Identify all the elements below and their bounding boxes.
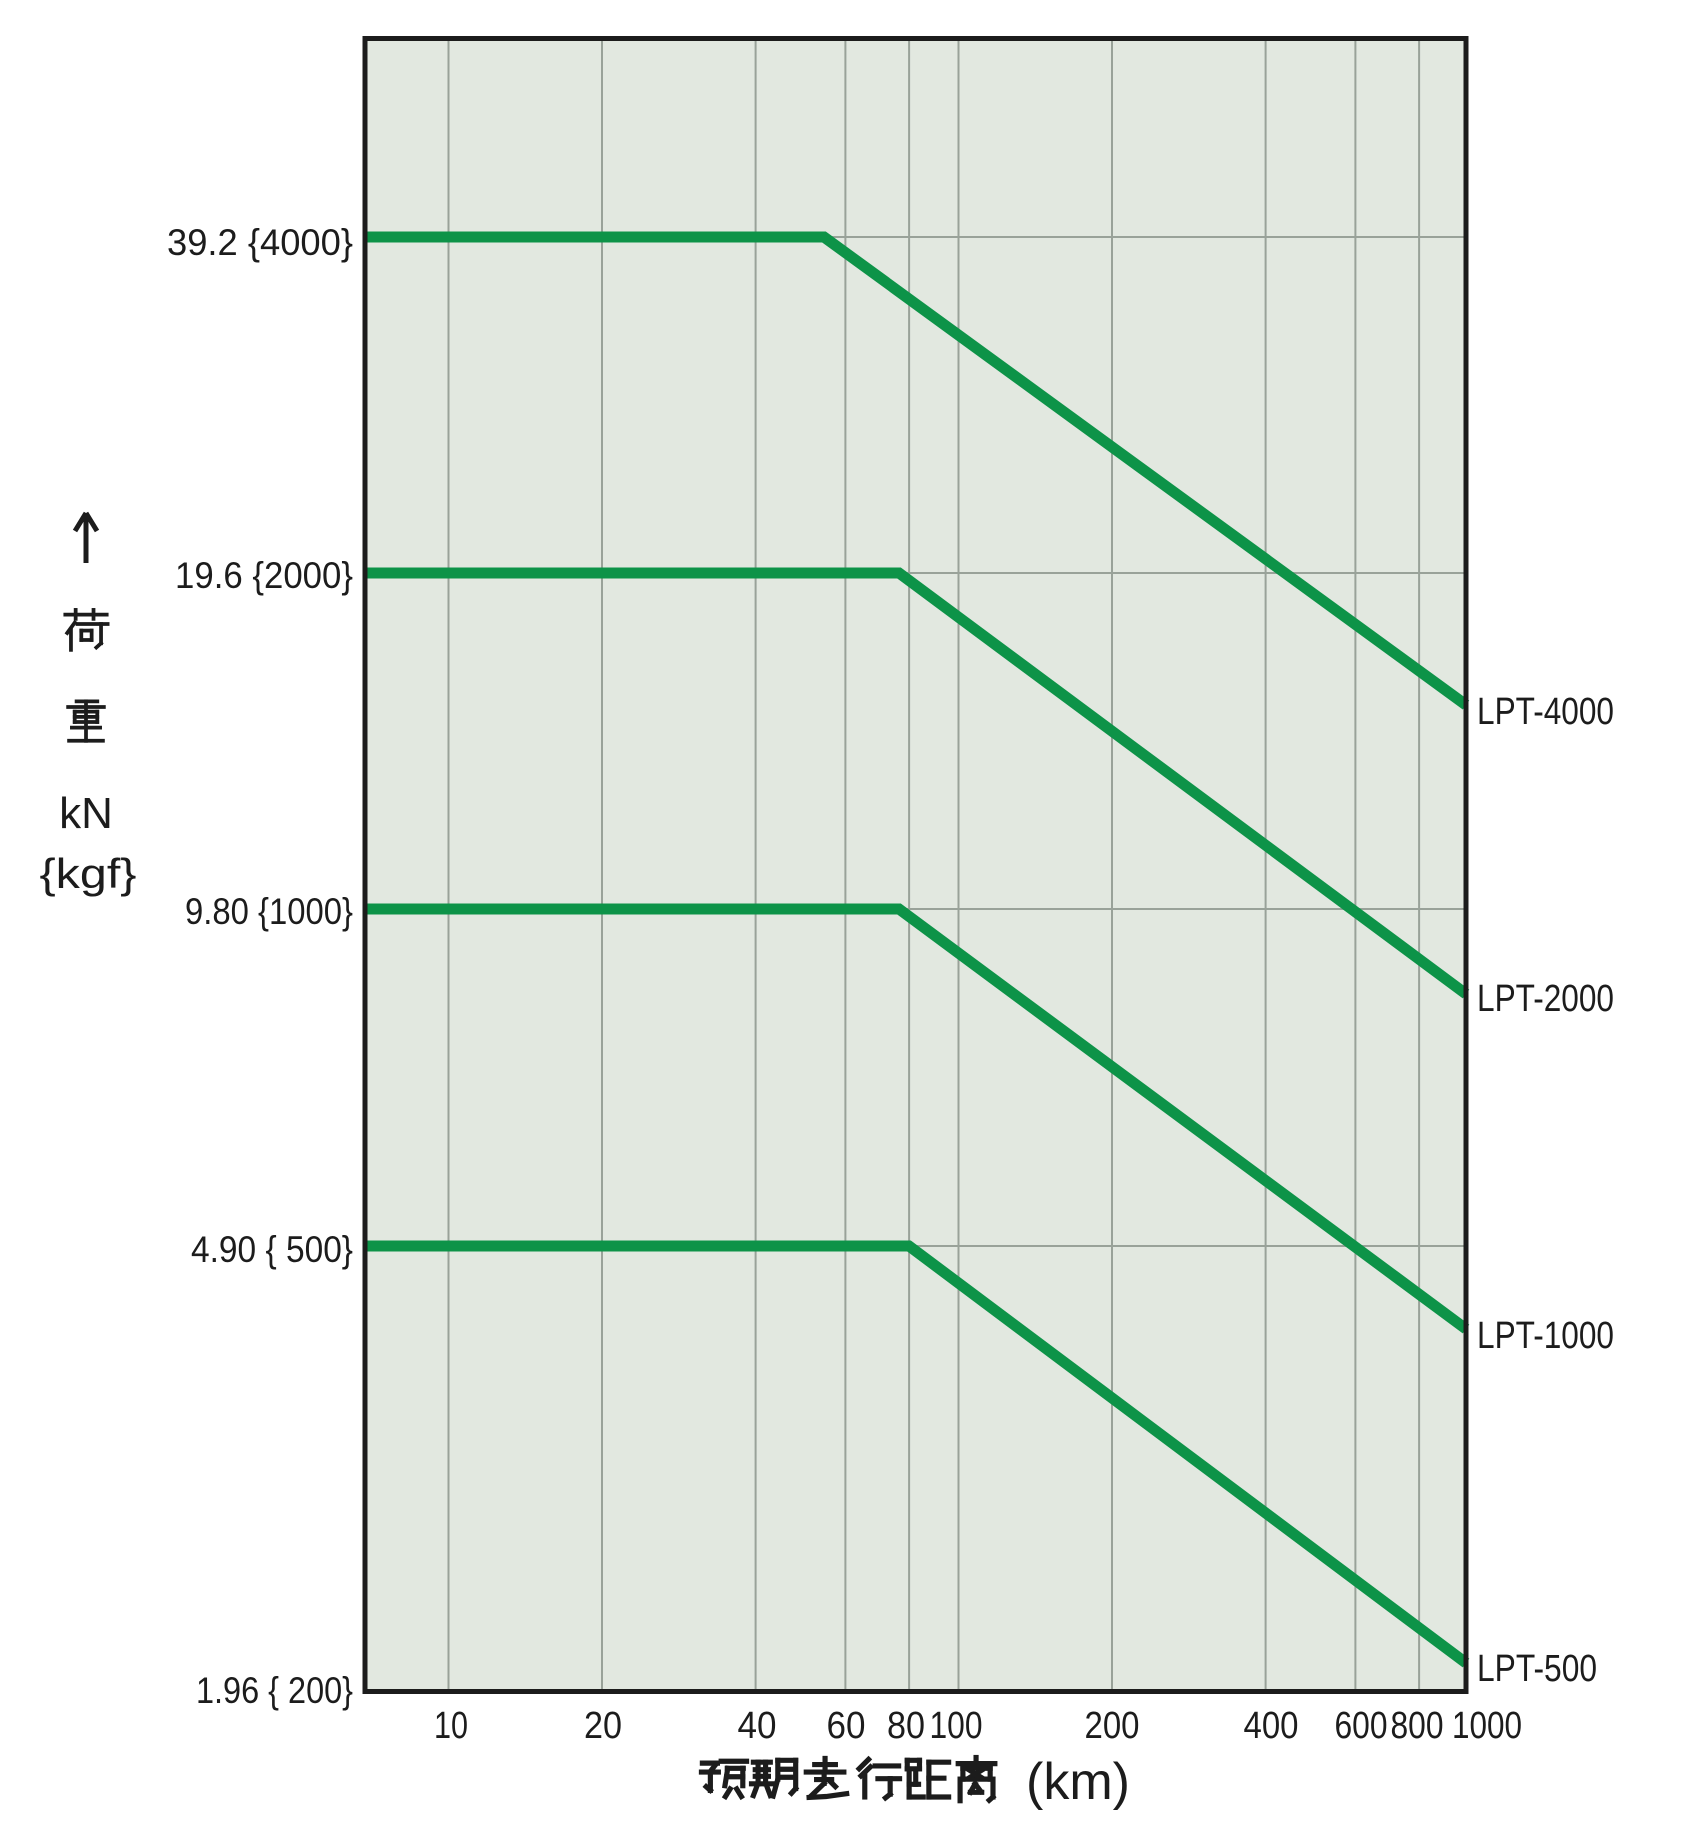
svg-text:20: 20 [584,1705,622,1747]
svg-text:1000: 1000 [1452,1705,1522,1747]
svg-text:39.2 {4000}: 39.2 {4000} [167,222,353,263]
svg-text:200: 200 [1085,1705,1140,1747]
svg-text:9.80 {1000}: 9.80 {1000} [185,891,353,932]
svg-text:LPT-4000: LPT-4000 [1477,691,1614,733]
svg-text:{kgf}: {kgf} [40,850,137,897]
svg-text:80: 80 [887,1705,925,1747]
svg-text:19.6 {2000}: 19.6 {2000} [175,555,353,596]
svg-text:400: 400 [1244,1705,1299,1747]
svg-text:(km): (km) [1026,1753,1130,1811]
svg-text:800: 800 [1391,1705,1444,1747]
svg-text:LPT-1000: LPT-1000 [1477,1315,1614,1357]
svg-text:60: 60 [827,1705,866,1747]
svg-text:kN: kN [59,789,113,838]
svg-text:40: 40 [738,1705,777,1747]
svg-text:100: 100 [930,1705,983,1747]
svg-text:LPT-500: LPT-500 [1477,1648,1597,1690]
svg-text:10: 10 [434,1705,468,1747]
svg-text:LPT-2000: LPT-2000 [1477,978,1614,1020]
svg-text:600: 600 [1335,1705,1388,1747]
svg-text:1.96 { 200}: 1.96 { 200} [196,1670,353,1711]
svg-text:4.90 { 500}: 4.90 { 500} [191,1229,353,1270]
